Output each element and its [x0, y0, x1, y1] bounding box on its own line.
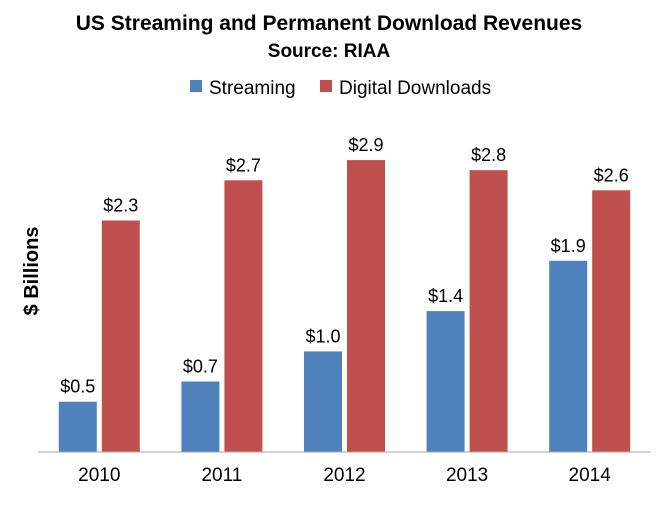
bar-digital-downloads-2013: [469, 170, 508, 452]
data-label-streaming-2010: $0.5: [60, 377, 95, 397]
legend-swatch-digital-downloads: [320, 80, 332, 92]
x-tick-label-2014: 2014: [569, 465, 612, 486]
x-tick-label-2010: 2010: [78, 465, 120, 486]
data-label-digital-downloads-2014: $2.6: [594, 165, 629, 185]
data-label-streaming-2014: $1.9: [551, 236, 586, 256]
x-tick-labels: 2010 2011 2012 2013 2014: [78, 465, 611, 486]
bar-digital-downloads-2010: [101, 220, 140, 452]
data-label-digital-downloads-2013: $2.8: [471, 145, 506, 165]
bars: [58, 160, 631, 453]
legend-swatch-streaming: [190, 80, 202, 92]
data-label-digital-downloads-2010: $2.3: [103, 196, 138, 216]
bar-digital-downloads-2011: [224, 180, 263, 453]
bar-digital-downloads-2014: [592, 190, 631, 453]
data-label-digital-downloads-2011: $2.7: [226, 155, 261, 175]
bar-streaming-2010: [58, 401, 97, 452]
legend-label-digital-downloads: Digital Downloads: [339, 78, 491, 99]
x-tick-label-2011: 2011: [201, 465, 242, 486]
bar-streaming-2014: [549, 260, 588, 452]
data-labels: $0.5 $2.3 $0.7 $2.7 $1.0 $2.9 $1.4 $2.8 $1.9 $2.6: [60, 135, 628, 397]
y-axis-label: $ Billions: [21, 227, 43, 316]
legend: Streaming Digital Downloads: [190, 78, 491, 99]
x-tick-label-2012: 2012: [323, 465, 365, 486]
legend-label-streaming: Streaming: [209, 78, 296, 99]
data-label-streaming-2011: $0.7: [183, 357, 218, 377]
bar-streaming-2011: [181, 381, 220, 452]
data-label-streaming-2013: $1.4: [428, 286, 463, 306]
bar-streaming-2012: [304, 351, 342, 452]
chart-title: US Streaming and Permanent Download Reve…: [76, 12, 582, 35]
data-label-streaming-2012: $1.0: [305, 326, 340, 346]
bar-streaming-2013: [426, 311, 465, 452]
x-tick-label-2013: 2013: [446, 465, 488, 486]
data-label-digital-downloads-2012: $2.9: [348, 135, 383, 155]
chart-subtitle: Source: RIAA: [268, 41, 391, 62]
bar-digital-downloads-2012: [347, 160, 385, 452]
